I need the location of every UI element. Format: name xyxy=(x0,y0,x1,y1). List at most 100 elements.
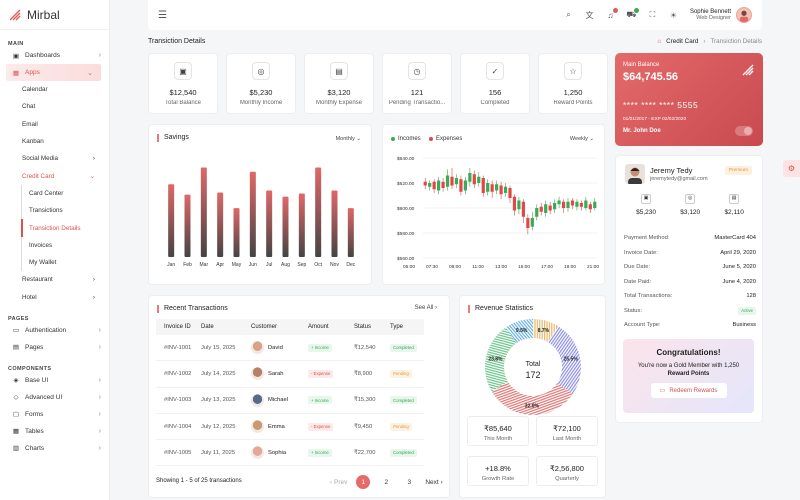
legend-expenses: Expenses xyxy=(429,136,462,142)
avatar[interactable] xyxy=(736,7,752,23)
translate-icon[interactable]: 文 xyxy=(585,10,594,20)
timer-icon: ◷ xyxy=(408,62,426,80)
table-row[interactable]: #INV-1004 July 12, 2025 Emma - Expense ₹9,45… xyxy=(156,414,424,441)
sidebar-item-tables[interactable]: ▦ Tables › xyxy=(12,427,101,436)
sidebar-sub-credit-card[interactable]: Credit Card ⌄ xyxy=(22,172,95,180)
stat-monthly-income: ◎ $5,230 Monthly Income xyxy=(226,53,296,114)
status-value: ₹15,300 xyxy=(354,397,376,404)
sidebar-sub-kanban[interactable]: Kanban xyxy=(22,138,44,146)
sidebar-sub-restaurant[interactable]: Restaurant › xyxy=(22,276,95,284)
search-icon[interactable]: ⌕ xyxy=(566,10,571,19)
table-row[interactable]: #INV-1005 July 11, 2025 Sophia + Income ₹22,… xyxy=(156,440,424,467)
invoice-id: #INV-1002 xyxy=(164,370,192,377)
fullscreen-icon[interactable]: ⛶ xyxy=(649,10,656,19)
bank-card-dates: 01/01/2017 - EXP 02/02/2020 xyxy=(623,117,687,122)
savings-period-select[interactable]: Monthly ⌄ xyxy=(335,136,361,142)
bank-card-holder: Mr. John Doe xyxy=(623,128,661,134)
cube-icon: ◇ xyxy=(13,394,19,402)
candle-body xyxy=(454,178,459,185)
table-row[interactable]: #INV-1001 July 15, 2025 David + Income ₹12,5… xyxy=(156,335,424,362)
savings-title: Savings xyxy=(157,134,189,142)
x-tick-label: 19:00 xyxy=(564,264,576,270)
savings-bar xyxy=(282,196,289,257)
sidebar-sub-social-media[interactable]: Social Media › xyxy=(22,155,95,163)
sidebar-item-advanced-ui[interactable]: ◇ Advanced UI › xyxy=(13,393,102,402)
bell-icon[interactable]: ♫ xyxy=(606,7,618,20)
user-menu[interactable]: Sophie Bennett Web Designer xyxy=(690,7,752,23)
page-1[interactable]: 1 xyxy=(356,475,371,489)
sidebar-item-pages[interactable]: ▤ Pages › xyxy=(12,343,101,352)
page-title: Transiction Details xyxy=(148,38,206,45)
gear-icon: ⚙ xyxy=(787,164,796,173)
sidebar-subsub-invoices[interactable]: Invoices xyxy=(0,236,109,255)
chevron-right-icon: › xyxy=(98,326,101,334)
sidebar-subsub-transictions[interactable]: Transictions xyxy=(0,202,109,220)
candle-body xyxy=(548,205,552,211)
sidebar-item-base-ui[interactable]: ◈ Base UI › xyxy=(13,376,102,385)
app-logo[interactable]: Mirbal xyxy=(0,0,109,30)
chevron-down-icon: ⌄ xyxy=(356,136,361,142)
section-components: COMPONENTS xyxy=(8,365,52,372)
candle-body xyxy=(584,200,588,208)
mini-stat-2: ◎ $3,120 xyxy=(680,194,701,216)
candles-period-select[interactable]: Weekly ⌄ xyxy=(569,136,594,142)
detail-row: Payment Method: MasterCard 404 xyxy=(624,235,756,242)
candle-body xyxy=(530,218,534,227)
table-row[interactable]: #INV-1002 July 14, 2025 Sarah - Expense ₹8,9… xyxy=(156,361,424,388)
chevron-right-icon: › xyxy=(98,427,101,435)
settings-fab[interactable]: ⚙ xyxy=(783,160,800,177)
status-badge: Active xyxy=(738,306,756,315)
x-tick-label: 09:00 xyxy=(449,264,461,270)
candle-body xyxy=(575,201,579,207)
page-2[interactable]: 2 xyxy=(384,478,389,486)
congrats-line2: Reward Points xyxy=(667,371,710,377)
detail-row: Invoice Date: April 29, 2020 xyxy=(624,249,756,256)
savings-bar xyxy=(217,192,224,257)
candle-body xyxy=(477,176,481,183)
savings-bar xyxy=(233,208,240,257)
amount-badge: + Income xyxy=(308,343,332,352)
next-button[interactable]: Next › xyxy=(425,478,443,486)
sidebar-sub-hotel[interactable]: Hotel › xyxy=(22,293,95,301)
candle-body xyxy=(566,201,570,208)
see-all-link[interactable]: See All › xyxy=(414,305,437,311)
breadcrumb-root[interactable]: Credit Card xyxy=(666,38,699,45)
sidebar-subsub-my-wallet[interactable]: My Wallet xyxy=(0,253,109,272)
bank-card-balance: $64,745.56 xyxy=(623,71,679,83)
candle-body xyxy=(495,184,499,191)
detail-row: Date Paid: June 4, 2020 xyxy=(624,278,756,285)
sidebar-item-apps[interactable]: ▦ Apps ⌄ xyxy=(6,64,101,81)
y-tick-label: $600.00 xyxy=(397,206,415,212)
redeem-rewards-button[interactable]: ▭ Redeem Rewards xyxy=(650,383,727,398)
revenue-title: Revenue Statistics xyxy=(468,305,533,313)
sidebar-sub-email[interactable]: Email xyxy=(22,120,38,128)
sidebar-item-dashboards[interactable]: ▣ Dashboards › xyxy=(12,52,101,60)
pie-slice xyxy=(491,381,573,415)
prev-button[interactable]: ‹ Prev xyxy=(330,478,348,486)
section-main: MAIN xyxy=(8,41,24,47)
sidebar-item-forms[interactable]: ▢ Forms › xyxy=(12,410,101,419)
savings-card: Savings Monthly ⌄ Jan Feb Mar Apr May Jun Jul A… xyxy=(148,124,372,285)
breadcrumb-separator-icon: › xyxy=(703,38,706,45)
coins-icon: ◎ xyxy=(685,194,696,204)
card-toggle[interactable] xyxy=(735,126,753,136)
page-3[interactable]: 3 xyxy=(407,478,412,486)
stat-completed: ✓ 156 Completed xyxy=(460,53,530,114)
sidebar-sub-calendar[interactable]: Calendar xyxy=(22,86,48,94)
congrats-title: Congratulations! xyxy=(656,348,721,357)
sidebar-subsub-card-center[interactable]: Card Center xyxy=(0,184,109,203)
table-row[interactable]: #INV-1003 July 13, 2025 Michael + Income ₹15… xyxy=(156,388,424,414)
bank-card[interactable]: Main Balance $64,745.56 **** **** **** 5… xyxy=(615,53,763,146)
cart-icon[interactable]: ⛟ xyxy=(626,7,639,20)
candle-body xyxy=(557,200,561,205)
sidebar-item-authentication[interactable]: ▭ Authentication › xyxy=(12,326,101,335)
type-badge: Completed xyxy=(390,396,417,405)
premium-badge: Premium xyxy=(724,166,752,175)
theme-sun-icon[interactable]: ☀ xyxy=(669,10,678,20)
sidebar-subsub-transiction-details[interactable]: Transiction Details xyxy=(0,219,109,237)
sidebar-sub-chat[interactable]: Chat xyxy=(22,103,36,111)
sidebar-item-charts[interactable]: ▥ Charts › xyxy=(12,444,101,453)
profile-avatar[interactable] xyxy=(625,164,645,184)
menu-toggle-icon[interactable]: ☰ xyxy=(158,9,167,21)
chevron-right-icon: › xyxy=(98,444,101,452)
